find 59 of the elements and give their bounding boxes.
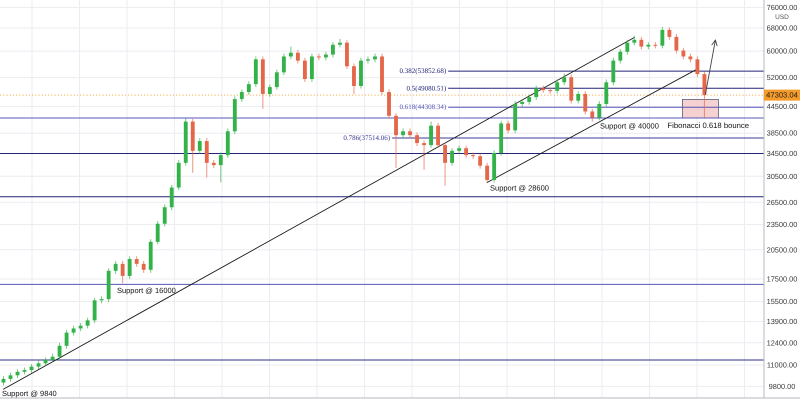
candlestick	[625, 40, 630, 56]
candlestick	[387, 88, 391, 119]
candlestick	[611, 57, 616, 86]
candlestick	[443, 142, 448, 186]
candlestick	[555, 78, 560, 94]
candlestick	[695, 56, 700, 78]
candlestick	[681, 47, 686, 60]
candlestick	[639, 36, 644, 50]
candlestick	[422, 140, 426, 170]
candlestick	[198, 138, 202, 154]
candlestick	[583, 90, 588, 115]
candlestick	[72, 325, 76, 336]
candlestick	[310, 53, 314, 82]
candlestick	[478, 153, 482, 170]
candlestick	[331, 42, 335, 58]
candlestick	[134, 256, 139, 268]
candlestick	[485, 162, 490, 183]
candlestick	[218, 152, 223, 183]
candlestick	[450, 148, 454, 166]
candlestick	[415, 132, 419, 147]
candlestick	[170, 184, 174, 211]
candlestick	[534, 85, 538, 100]
candlestick	[401, 128, 405, 139]
candlestick	[408, 128, 412, 139]
candlestick	[274, 69, 279, 90]
candlestick	[240, 88, 244, 102]
candlestick	[345, 40, 349, 70]
candlestick	[527, 94, 532, 106]
candlestick	[246, 80, 251, 96]
candlestick	[282, 53, 286, 76]
candlestick	[226, 128, 230, 158]
candlestick	[296, 49, 300, 64]
candlestick	[429, 121, 433, 148]
candlestick	[667, 26, 672, 40]
candlestick	[702, 70, 706, 118]
candlestick	[156, 220, 160, 245]
candlestick	[128, 256, 132, 280]
candlestick	[268, 84, 272, 98]
candlestick	[562, 72, 566, 86]
candlestick	[394, 112, 398, 168]
candlestick	[142, 260, 146, 274]
candlestick	[660, 26, 664, 49]
candlestick	[674, 34, 678, 54]
candlestick	[64, 329, 69, 350]
candlestick	[92, 297, 97, 324]
candlestick	[597, 100, 602, 121]
candlestick	[120, 260, 125, 284]
candlestick	[86, 317, 90, 329]
candlestick	[302, 57, 307, 82]
candlestick	[464, 145, 468, 158]
candlestick	[114, 260, 118, 274]
candlestick	[436, 122, 440, 148]
candlestick	[604, 78, 608, 108]
candlestick	[2, 376, 6, 386]
candlestick	[204, 138, 209, 178]
candlestick	[352, 63, 356, 94]
candlestick	[288, 46, 293, 60]
candlestick	[506, 120, 510, 134]
candlestick	[58, 342, 62, 360]
